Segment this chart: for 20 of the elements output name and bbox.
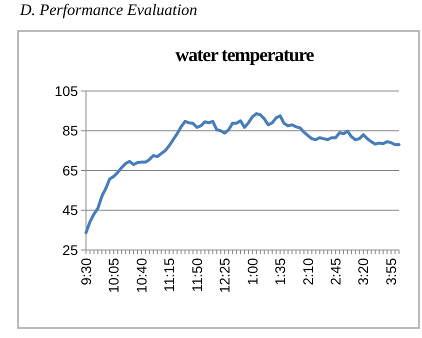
line-series xyxy=(84,112,400,234)
y-tick-label: 45 xyxy=(62,202,78,218)
text: D. Performance Evaluation xyxy=(19,2,198,19)
y-tick-label: 105 xyxy=(54,82,78,99)
y-tick-label: 85 xyxy=(62,122,78,139)
x-tick-label: 11:15 xyxy=(161,258,178,292)
x-tick-label: 10:05 xyxy=(106,258,122,294)
x-tick-label: 10:40 xyxy=(133,258,150,294)
y-tick-label: 65 xyxy=(62,162,78,178)
chart-title: water temperature xyxy=(175,45,314,66)
x-tick-label: 2:10 xyxy=(300,258,316,286)
x-tick-label: 1:35 xyxy=(272,258,288,286)
x-tick-label: 11:50 xyxy=(188,258,205,292)
x-tick-label: 1:00 xyxy=(244,258,260,286)
y-tick-label: 25 xyxy=(62,242,78,258)
x-tick-label: 3:20 xyxy=(355,258,372,286)
x-tick-label: 3:55 xyxy=(382,258,399,286)
x-tick-label: 2:45 xyxy=(328,258,344,286)
x-tick-label: 12:25 xyxy=(216,258,233,294)
x-tick-label: 9:30 xyxy=(78,258,94,286)
